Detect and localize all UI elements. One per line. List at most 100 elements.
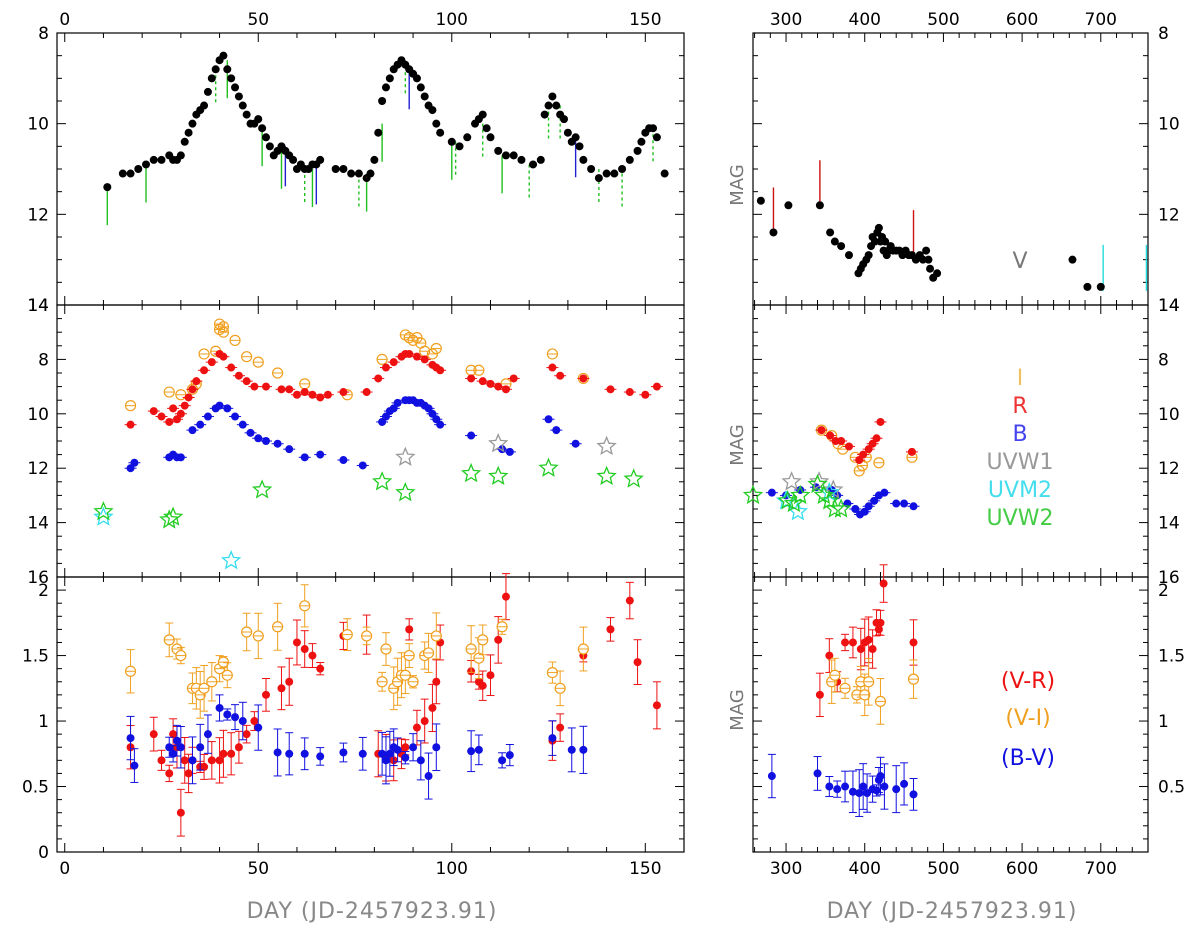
point-uvw2 xyxy=(162,506,184,526)
point-r xyxy=(200,366,209,375)
y-tick-label: 0.5 xyxy=(22,778,49,798)
point-b xyxy=(223,404,232,413)
point-uvw1 xyxy=(395,446,416,466)
point--b-v- xyxy=(892,785,901,794)
point-r xyxy=(501,385,510,394)
point-v xyxy=(354,169,363,178)
point--v-r- xyxy=(848,638,857,647)
point-b xyxy=(892,499,901,508)
point-v xyxy=(870,237,879,246)
point-v xyxy=(1096,282,1105,291)
legend-r: R xyxy=(1012,394,1027,419)
point--b-v- xyxy=(548,734,557,743)
point--b-v- xyxy=(385,749,394,758)
point-v xyxy=(180,137,189,146)
y-tick-label: 10 xyxy=(1158,115,1180,135)
point-b xyxy=(864,502,873,511)
x-tick-label: 50 xyxy=(247,10,269,30)
point--b-v- xyxy=(880,782,889,791)
point-v xyxy=(203,87,212,96)
point--b-v- xyxy=(231,713,240,722)
point-v xyxy=(660,169,669,178)
point-v xyxy=(258,124,267,133)
point-v xyxy=(378,97,387,105)
y-tick-label: 12 xyxy=(27,459,49,479)
point-r xyxy=(308,390,317,399)
point-uvw2 xyxy=(538,457,559,477)
point-v xyxy=(1068,255,1077,264)
point-r xyxy=(339,388,348,397)
point-r xyxy=(494,382,503,391)
point--v-r- xyxy=(234,743,243,752)
point--v-r- xyxy=(420,717,429,726)
point-v xyxy=(575,142,584,151)
point-v xyxy=(347,169,356,178)
point-b xyxy=(215,401,224,410)
point-r xyxy=(227,363,236,372)
point--b-v- xyxy=(432,743,441,752)
axis-ticks xyxy=(57,32,1149,853)
point-b xyxy=(273,439,282,448)
legend-uvw2: UVW2 xyxy=(987,506,1054,531)
point-r xyxy=(285,385,294,394)
point--b-v- xyxy=(900,779,909,788)
y-tick-label: 8 xyxy=(38,350,49,370)
point--b-v- xyxy=(505,751,514,760)
point-v xyxy=(486,133,495,142)
x-tick-label: 500 xyxy=(927,859,959,879)
point--b-v- xyxy=(876,772,885,781)
point-r xyxy=(165,417,174,426)
point-v xyxy=(536,155,545,164)
point--v-r- xyxy=(625,596,634,605)
point-r xyxy=(188,385,197,394)
point-v xyxy=(1083,282,1092,291)
y-tick-label: 14 xyxy=(27,296,49,316)
point-v xyxy=(219,51,228,60)
point-v xyxy=(447,137,456,146)
point-v xyxy=(118,169,127,178)
point--b-v- xyxy=(813,769,822,778)
point--b-v- xyxy=(767,772,776,781)
point-uvw2 xyxy=(783,492,805,513)
point-v xyxy=(234,92,243,101)
point--v-r- xyxy=(815,690,824,699)
point-v xyxy=(428,106,437,115)
point--b-v- xyxy=(358,749,367,758)
legend-b: B xyxy=(1012,422,1027,447)
point-uvw2 xyxy=(372,471,393,491)
point-r xyxy=(262,382,270,391)
panel-frame-right-middle xyxy=(752,304,1149,578)
point--b-v- xyxy=(401,753,410,762)
y-tick-label: 1 xyxy=(38,712,49,732)
point-b xyxy=(285,445,294,454)
point-uvw2 xyxy=(596,465,617,485)
point--b-v- xyxy=(467,747,476,756)
point--b-v- xyxy=(176,743,185,752)
point-b xyxy=(870,496,879,505)
point-v xyxy=(918,255,927,264)
point--b-v- xyxy=(498,756,507,765)
y-axis-label-right-bottom: MAG xyxy=(727,689,748,730)
point--v-r- xyxy=(652,701,661,710)
panel-frame-left-middle xyxy=(56,304,685,578)
point-v xyxy=(142,160,151,169)
point--b-v- xyxy=(579,745,588,754)
x-tick-label: 0 xyxy=(59,859,70,879)
point--b-v- xyxy=(238,717,247,726)
point-v xyxy=(830,237,839,246)
point-b xyxy=(203,412,212,421)
point-uvw2 xyxy=(807,473,828,494)
point-v xyxy=(262,133,270,142)
point--b-v- xyxy=(855,789,864,798)
point-v xyxy=(529,160,538,169)
point-uvw2 xyxy=(460,462,482,483)
point--v-r- xyxy=(556,723,565,732)
point-v xyxy=(149,155,158,164)
point--v-r- xyxy=(176,808,185,817)
point-r xyxy=(907,447,916,456)
point-b xyxy=(262,437,270,445)
point--b-v- xyxy=(416,756,425,765)
point-b xyxy=(851,505,860,513)
point-r xyxy=(837,437,846,445)
y-tick-label: 16 xyxy=(1158,568,1180,588)
